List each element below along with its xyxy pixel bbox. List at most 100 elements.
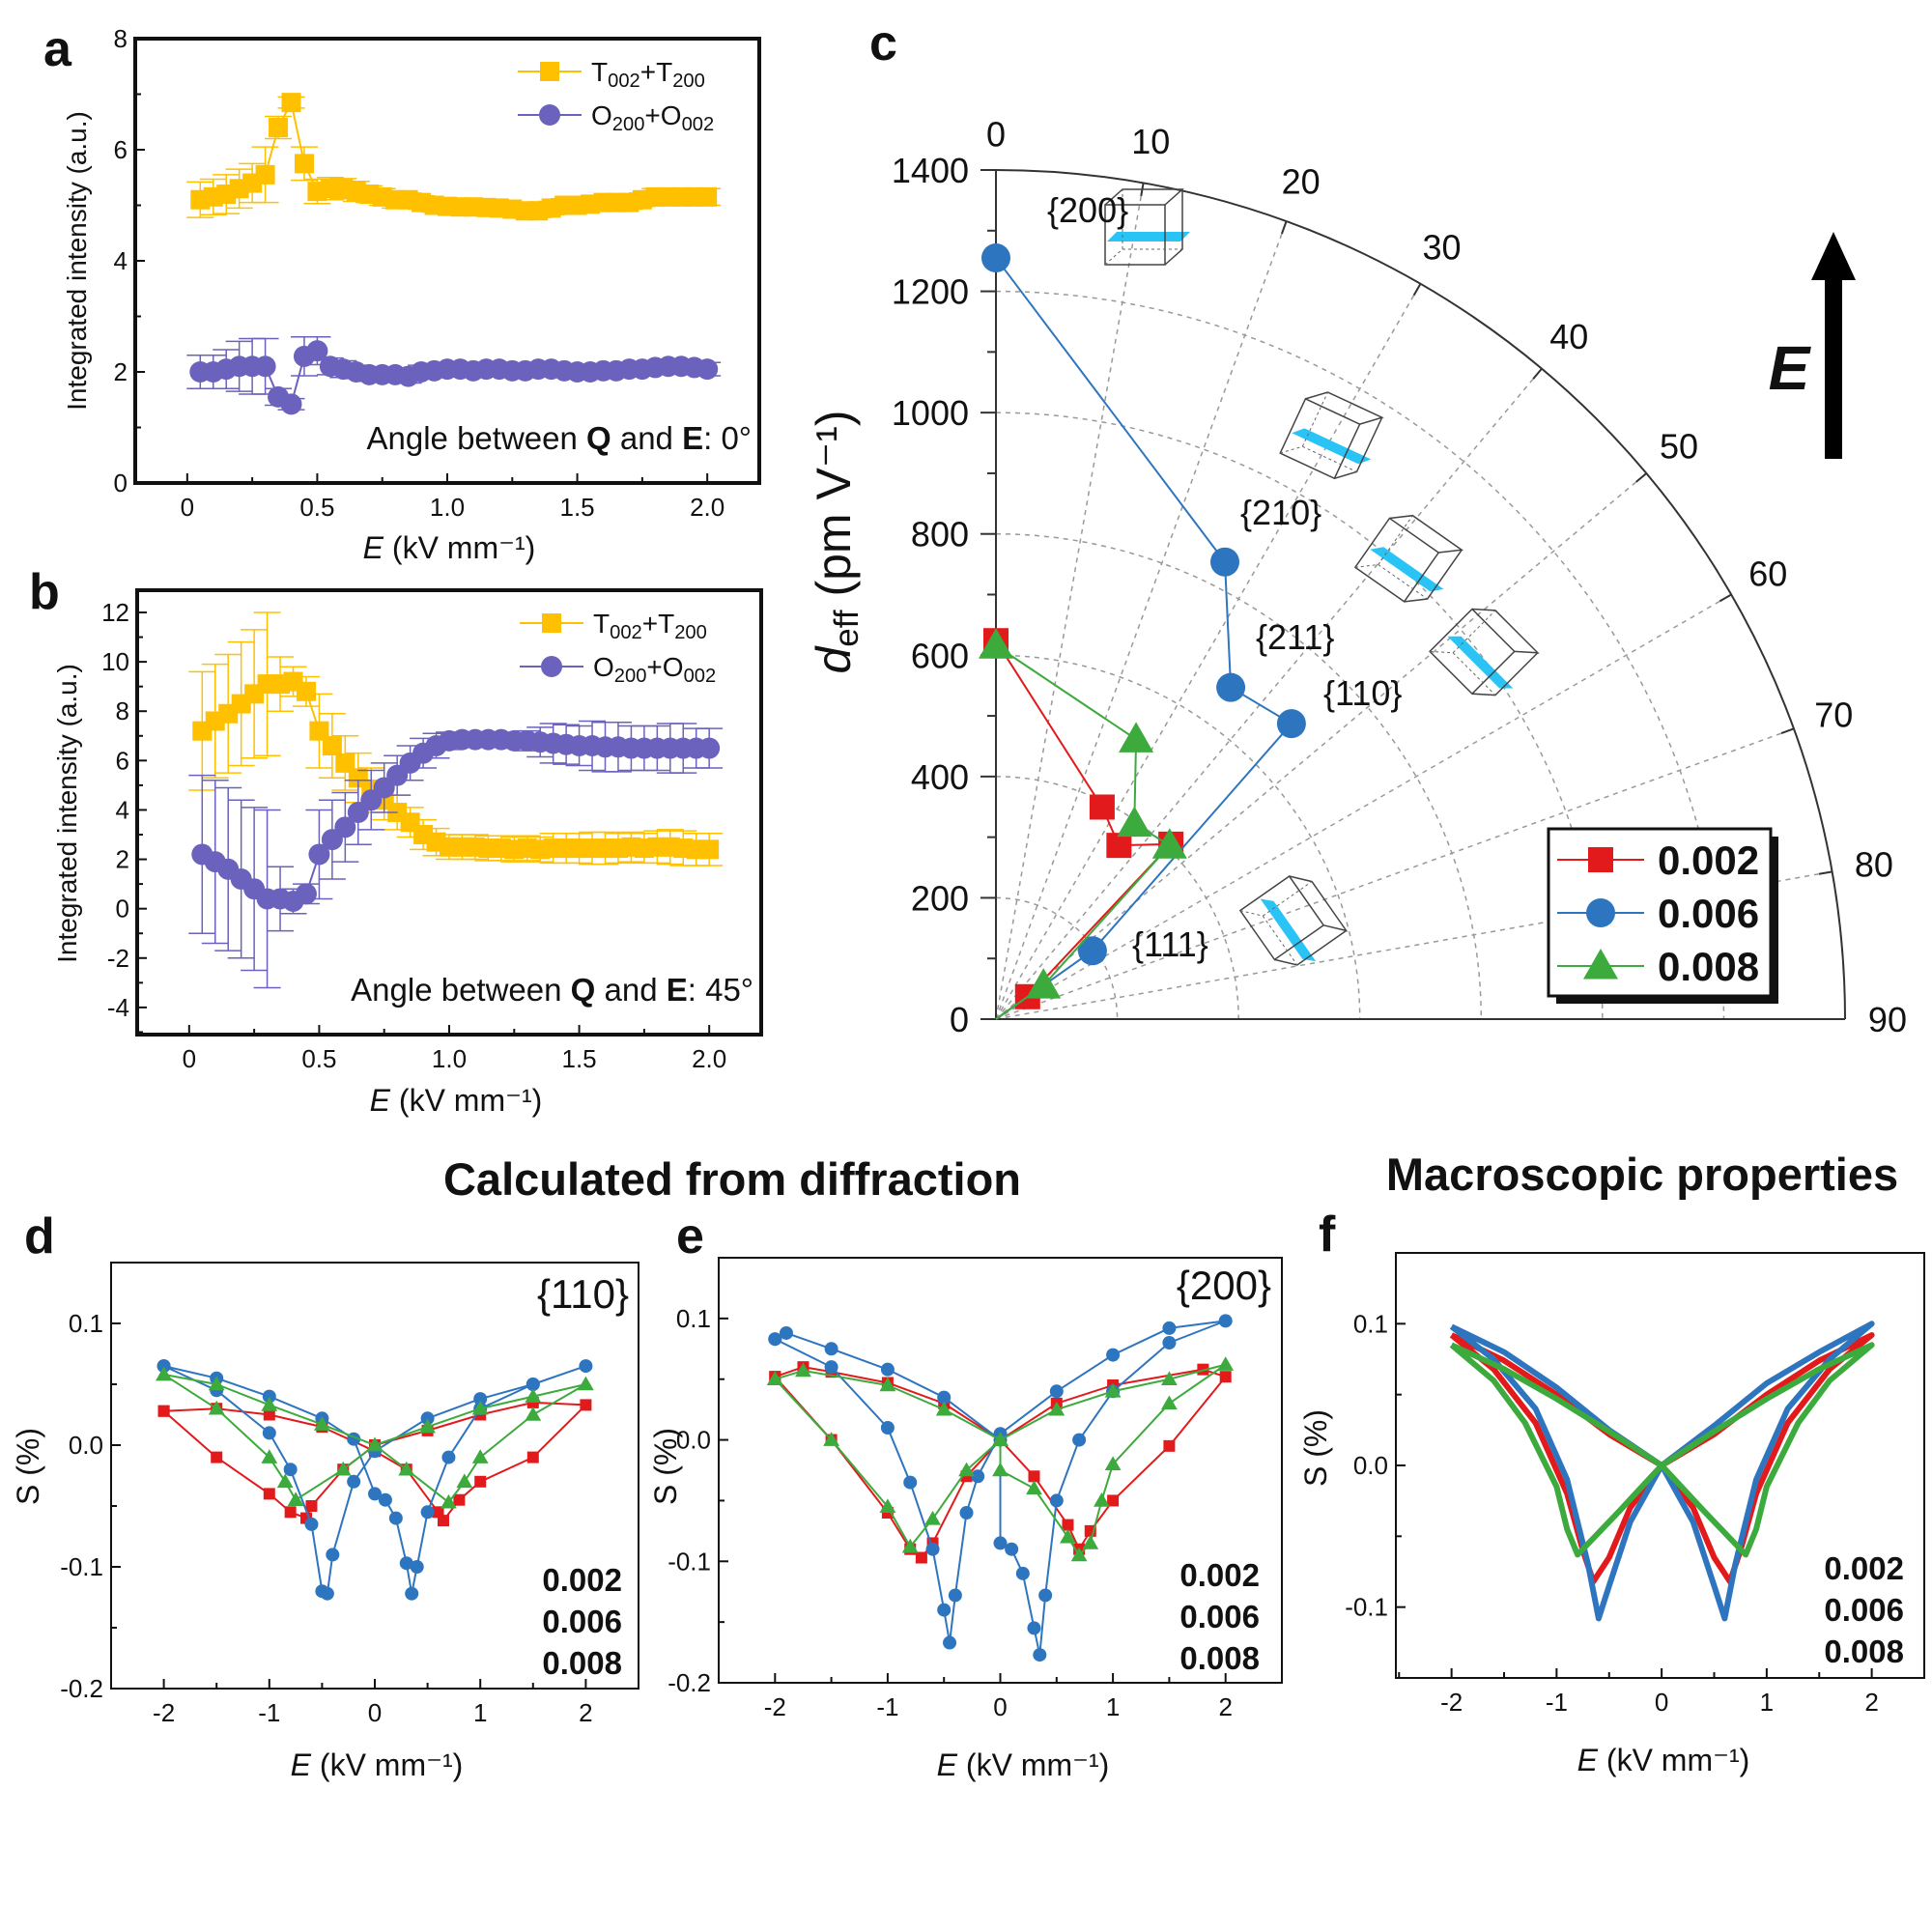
y-tick-label: 10 <box>101 647 129 676</box>
x-tick-label: 0 <box>993 1692 1007 1721</box>
x-tick-label: 0.5 <box>299 493 334 522</box>
data-point <box>937 1603 952 1617</box>
x-tick-label: 0 <box>183 1044 196 1073</box>
data-point <box>420 1505 435 1520</box>
data-point <box>471 1449 489 1463</box>
data-point <box>824 1360 838 1375</box>
data-point <box>269 118 289 137</box>
data-point <box>1038 1588 1053 1603</box>
plane-label: {210} <box>1240 493 1321 532</box>
x-tick-label: 1.0 <box>432 1044 467 1073</box>
data-point <box>1026 968 1062 999</box>
x-tick-label: 0 <box>1655 1688 1668 1717</box>
panel-a <box>133 37 761 485</box>
y-axis-label: deff (pm V⁻¹) <box>807 410 866 673</box>
data-point <box>823 1432 839 1446</box>
cube-edge <box>1305 391 1384 480</box>
data-point <box>255 164 275 185</box>
data-point <box>1119 722 1154 753</box>
x-tick-label: -1 <box>876 1692 898 1721</box>
data-point <box>1104 1382 1122 1398</box>
panel-label-d: d <box>24 1208 55 1264</box>
grid-ray <box>995 183 1145 1020</box>
legend-label: 0.002 <box>1824 1550 1904 1586</box>
crystal-plane <box>1447 636 1514 689</box>
data-point <box>398 1461 415 1476</box>
r-tick-label: 1200 <box>892 272 969 312</box>
data-point <box>1162 1336 1177 1350</box>
data-point <box>261 1449 278 1463</box>
unit-cell-icon <box>1104 188 1190 266</box>
data-point <box>1048 1401 1065 1416</box>
data-point <box>1028 1470 1040 1483</box>
data-point <box>334 1461 352 1476</box>
data-point <box>1070 1547 1088 1562</box>
annotation-text: E <box>667 972 688 1008</box>
cube-edge <box>1353 517 1440 603</box>
subscript: 200 <box>612 114 645 135</box>
data-point <box>525 1388 542 1403</box>
y-tick-label: -2 <box>107 944 129 973</box>
data-point <box>1161 1371 1178 1386</box>
data-point <box>697 186 718 207</box>
cube-hidden-edge <box>1104 189 1182 266</box>
annotation-text: Q <box>586 420 611 456</box>
unit-text: (kV mm⁻¹) <box>384 530 535 565</box>
data-point <box>366 1436 384 1452</box>
data-point <box>1163 1439 1176 1452</box>
grid-ray <box>995 472 1647 1020</box>
r-tick-label: 800 <box>911 515 969 554</box>
italic-symbol: E <box>1577 1743 1599 1777</box>
y-tick-label: 0.0 <box>69 1431 103 1460</box>
unit-text: (pm V⁻¹) <box>807 410 861 610</box>
data-point <box>280 393 302 415</box>
annotation-text: and <box>595 972 666 1008</box>
crystal-plane <box>1260 898 1317 962</box>
subscript: 200 <box>674 622 707 643</box>
data-point <box>579 1359 593 1374</box>
subscript: 200 <box>672 71 705 92</box>
y-tick-label: 0 <box>116 895 129 923</box>
annotation-text: Angle between <box>367 420 587 456</box>
grid-circle <box>995 532 1483 1020</box>
data-point <box>281 93 301 113</box>
data-point <box>456 1473 473 1489</box>
data-point <box>880 1362 895 1377</box>
x-axis-label: E (kV mm⁻¹) <box>363 530 536 565</box>
angle-annotation: Angle between Q and E: 45° <box>351 972 753 1008</box>
plane-label: {211} <box>1256 617 1334 657</box>
cube-hidden-edge <box>1430 610 1496 696</box>
data-point <box>824 1342 838 1356</box>
legend-label: T002+T200 <box>593 609 707 643</box>
data-point <box>254 355 276 378</box>
italic-symbol: E <box>937 1747 958 1782</box>
data-point <box>388 1511 403 1525</box>
series-0.008 <box>156 1366 594 1509</box>
x-tick-label: 0 <box>368 1698 382 1727</box>
annotation-text: Angle between <box>351 972 571 1008</box>
angle-tick-label: 30 <box>1422 228 1461 268</box>
data-point <box>262 1389 276 1404</box>
data-point <box>915 1551 927 1564</box>
data-point <box>903 1475 918 1490</box>
r-tick-label: 200 <box>911 878 969 918</box>
field-label: E <box>1769 333 1812 403</box>
angle-tick-label: 90 <box>1868 1000 1907 1039</box>
r-tick-label: 1400 <box>892 151 969 190</box>
y-tick-label: 2 <box>114 357 128 386</box>
legend-text: O <box>593 652 614 682</box>
data-point <box>935 1401 952 1416</box>
legend-label: 0.008 <box>1658 944 1759 989</box>
angle-annotation: Angle between Q and E: 0° <box>367 420 753 456</box>
plane-label: {110} <box>1323 673 1402 713</box>
panel-label-e: e <box>676 1208 704 1264</box>
x-tick-label: -2 <box>764 1692 786 1721</box>
legend-label: T002+T200 <box>591 57 705 92</box>
plane-label: {200} <box>1177 1263 1271 1308</box>
data-point <box>263 1408 275 1421</box>
panel-f <box>1395 1252 1925 1679</box>
italic-symbol: E <box>291 1747 312 1782</box>
annotation-text: : 45° <box>688 972 753 1008</box>
y-tick-label: 0.0 <box>1353 1451 1388 1480</box>
